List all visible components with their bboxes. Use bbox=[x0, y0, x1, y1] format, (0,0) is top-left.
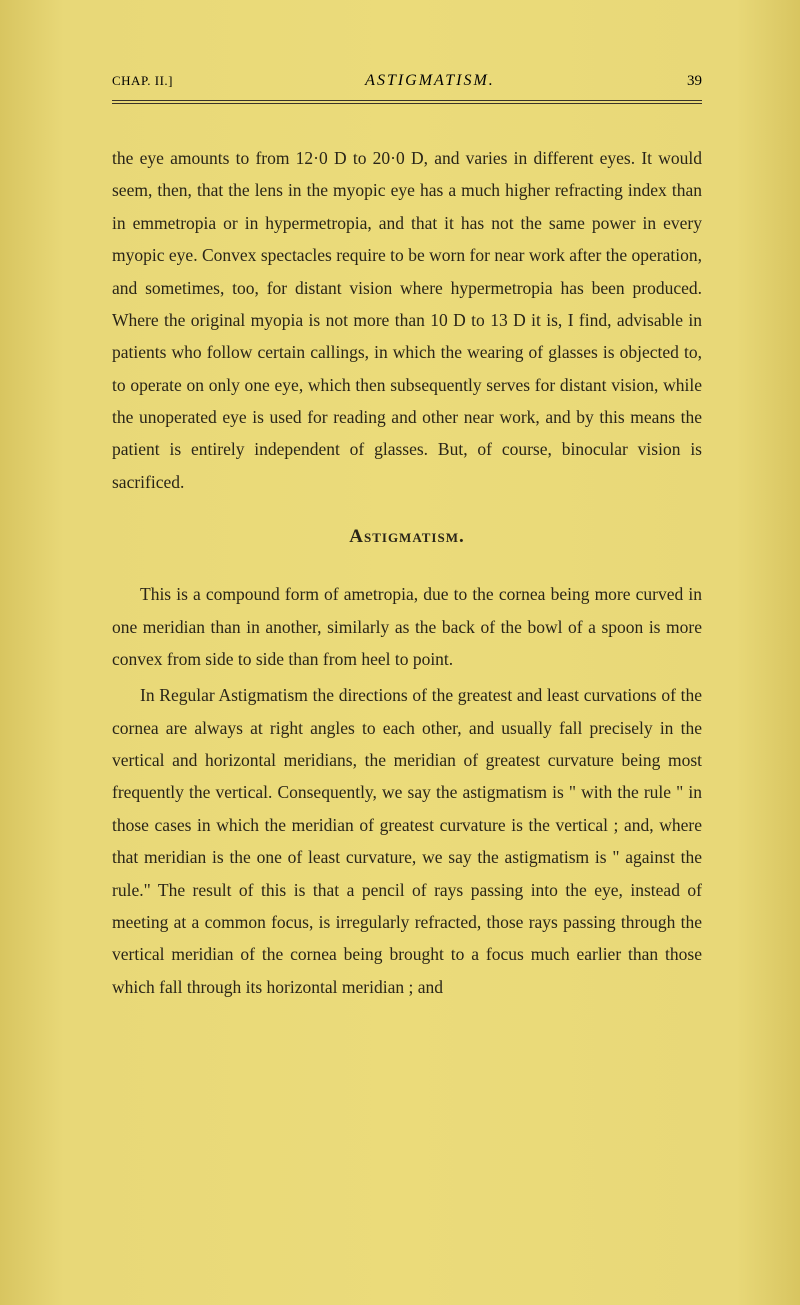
page-number: 39 bbox=[687, 73, 702, 90]
header-rule-bottom bbox=[112, 103, 702, 104]
chapter-label: CHAP. II.] bbox=[112, 73, 173, 89]
section-heading: Astigmatism. bbox=[112, 526, 702, 548]
header-rule-top bbox=[112, 100, 702, 101]
paragraph-1: the eye amounts to from 12·0 D to 20·0 D… bbox=[112, 142, 702, 498]
page-container: CHAP. II.] ASTIGMATISM. 39 the eye amoun… bbox=[0, 0, 800, 1305]
paragraph-3: In Regular Astigmatism the directions of… bbox=[112, 679, 702, 1003]
header-row: CHAP. II.] ASTIGMATISM. 39 bbox=[112, 72, 702, 90]
running-title: ASTIGMATISM. bbox=[173, 72, 687, 90]
paragraph-2: This is a compound form of ametropia, du… bbox=[112, 578, 702, 675]
